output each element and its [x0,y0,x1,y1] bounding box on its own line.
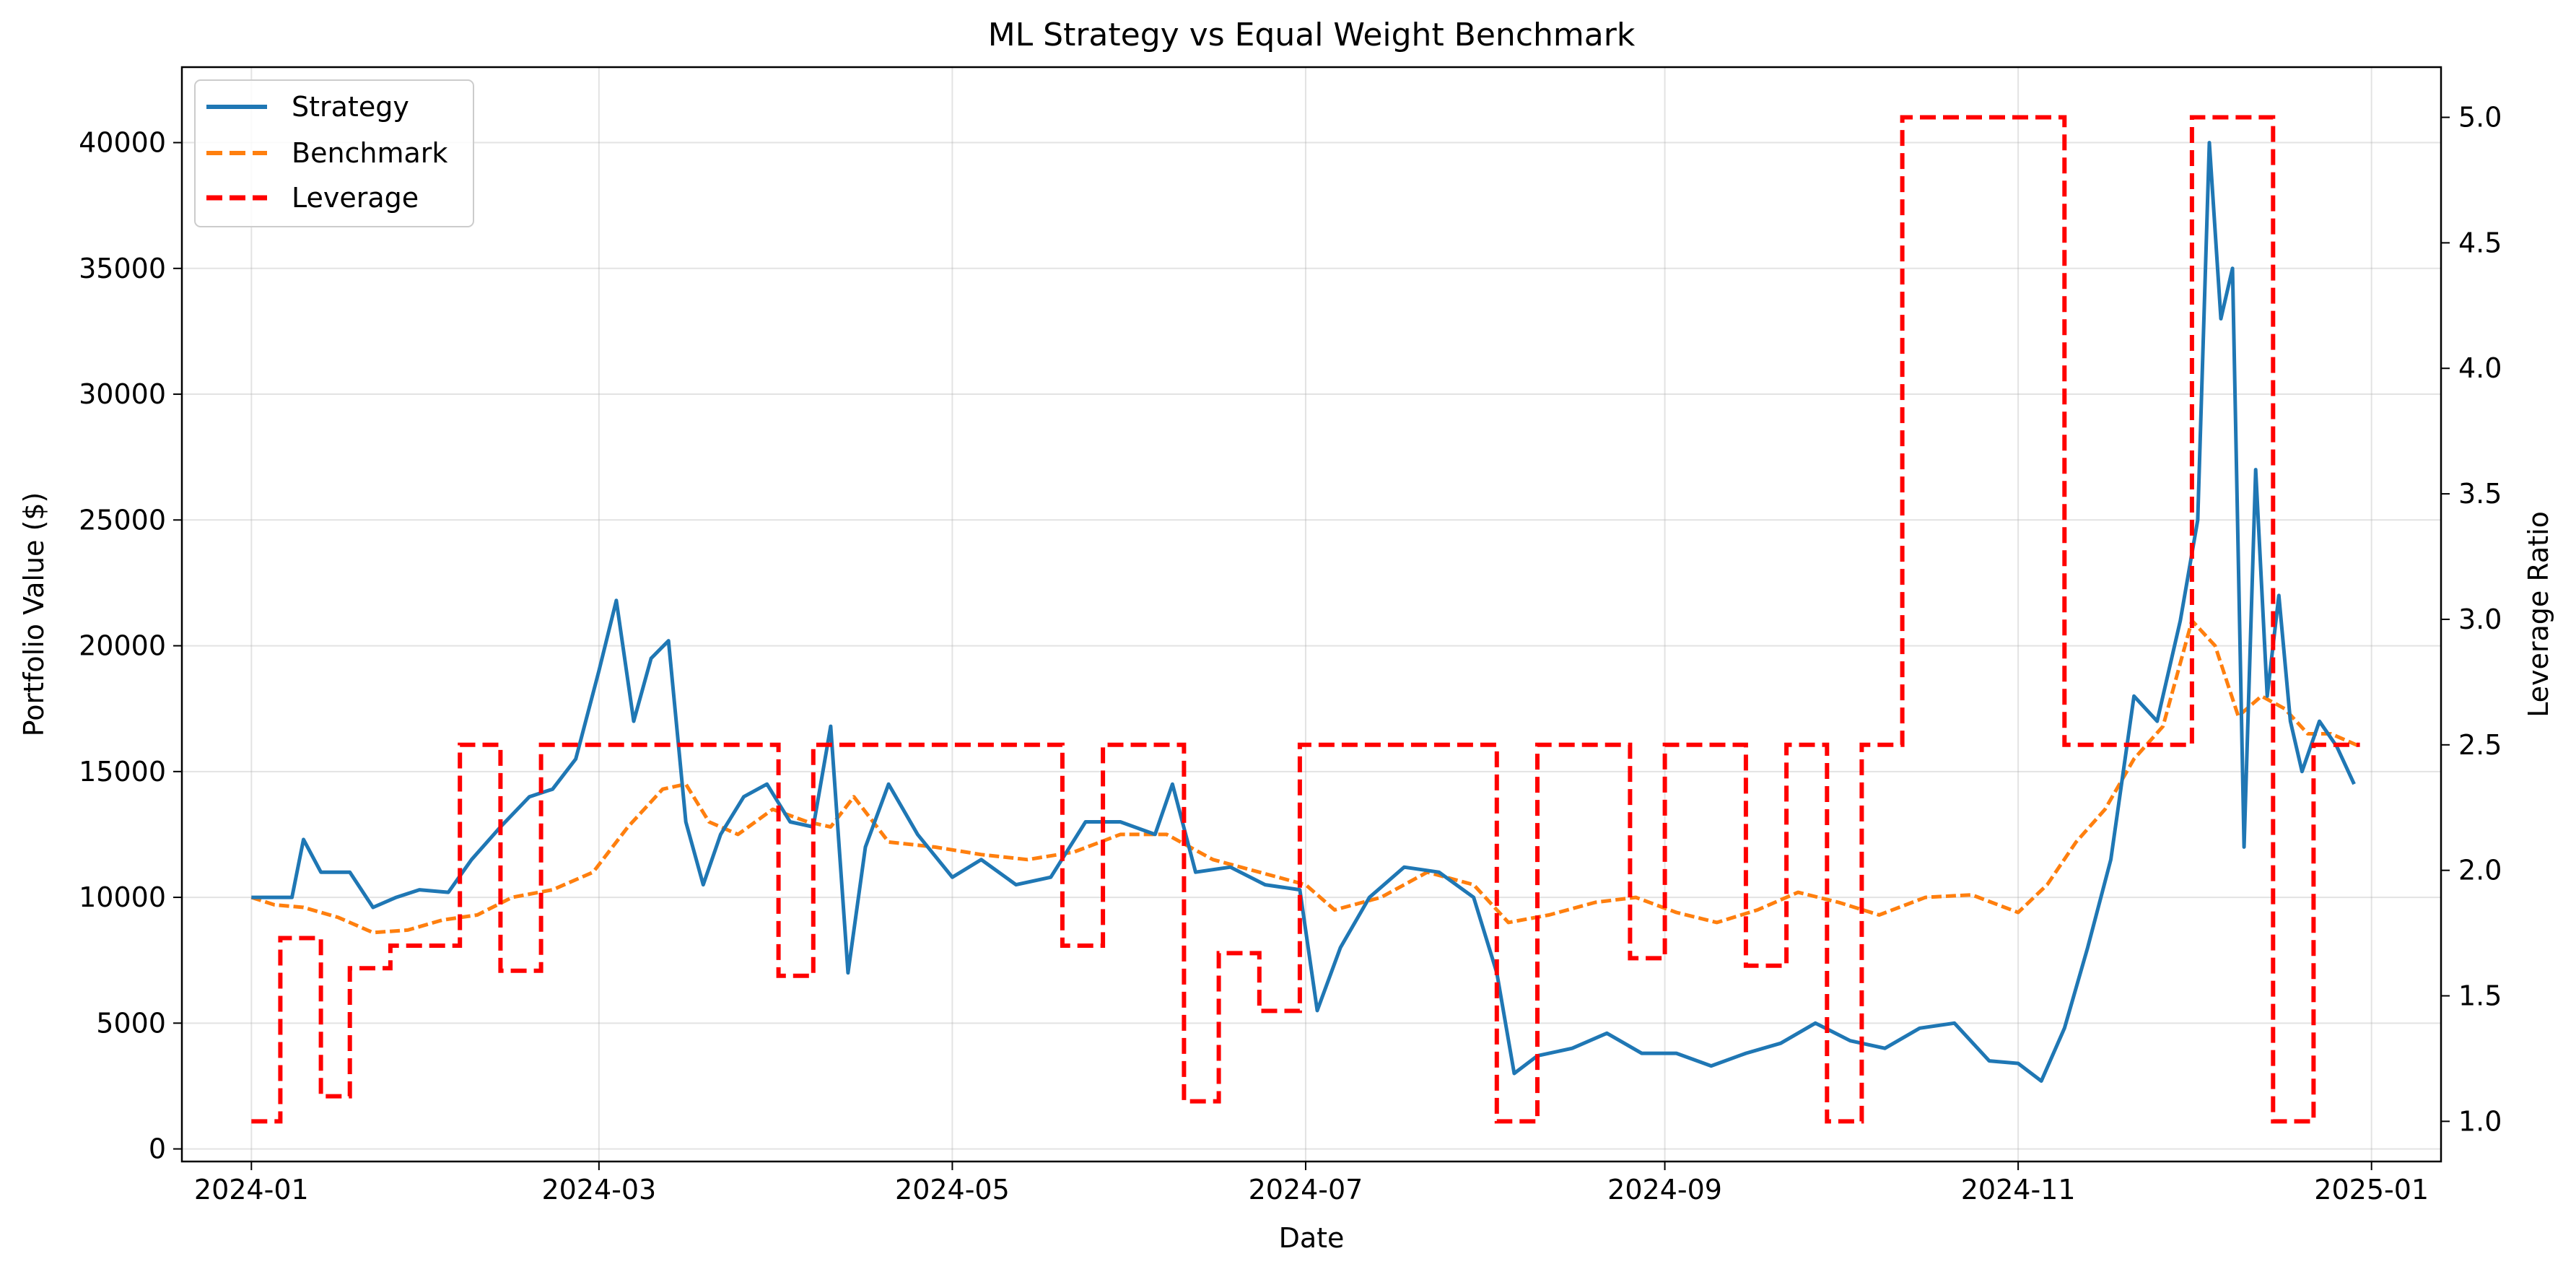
y2-tick-label: 3.5 [2458,478,2502,510]
grid [182,67,2441,1161]
y2-tick-label: 1.0 [2458,1105,2502,1137]
legend-label-strategy: Strategy [292,91,409,123]
legend: Strategy Benchmark Leverage [194,79,474,227]
y-tick-label: 0 [149,1133,166,1165]
y-tick-label: 20000 [79,630,166,662]
x-tick-label: 2024-09 [1607,1174,1722,1206]
y2-tick-label: 4.0 [2458,352,2502,384]
y2-tick-label: 1.5 [2458,980,2502,1012]
series-layer [250,115,2361,1124]
legend-label-leverage: Leverage [292,182,419,214]
y-axis-left: 0 5000 10000 15000 20000 25000 30000 35000 40000 [79,127,182,1165]
y2-tick-label: 3.0 [2458,603,2502,635]
y-tick-label: 25000 [79,504,166,536]
chart-title: ML Strategy vs Equal Weight Benchmark [988,17,1636,53]
y2-axis-label: Leverage Ratio [2523,511,2554,718]
x-axis-label: Date [1279,1222,1345,1254]
x-tick-label: 2024-03 [541,1174,656,1206]
y2-tick-label: 2.0 [2458,855,2502,886]
y2-tick-label: 5.0 [2458,102,2502,134]
x-tick-label: 2024-05 [895,1174,1010,1206]
y-tick-label: 35000 [79,253,166,284]
y-tick-label: 10000 [79,881,166,913]
legend-box [194,79,474,227]
x-tick-label: 2024-11 [1961,1174,2076,1206]
y-tick-label: 5000 [96,1007,166,1039]
y-tick-label: 30000 [79,378,166,410]
series-line-benchmark [250,619,2361,935]
plot-frame [180,66,2442,1163]
x-tick-label: 2024-01 [194,1174,309,1206]
x-tick-label: 2025-01 [2314,1174,2429,1206]
y2-tick-label: 4.5 [2458,227,2502,258]
y-axis-label: Portfolio Value ($) [18,492,50,737]
x-axis: 2024-01 2024-03 2024-05 2024-07 2024-09 2024-… [194,1161,2429,1206]
series-line-strategy [251,141,2356,1083]
y-axis-right: 1.0 1.5 2.0 2.5 3.0 3.5 4.0 4.5 5.0 [2441,102,2502,1137]
legend-label-benchmark: Benchmark [292,137,447,169]
y-tick-label: 15000 [79,756,166,788]
series-line-leverage [251,115,2360,1124]
x-tick-label: 2024-07 [1249,1174,1363,1206]
y-tick-label: 40000 [79,127,166,159]
y2-tick-label: 2.5 [2458,729,2502,761]
